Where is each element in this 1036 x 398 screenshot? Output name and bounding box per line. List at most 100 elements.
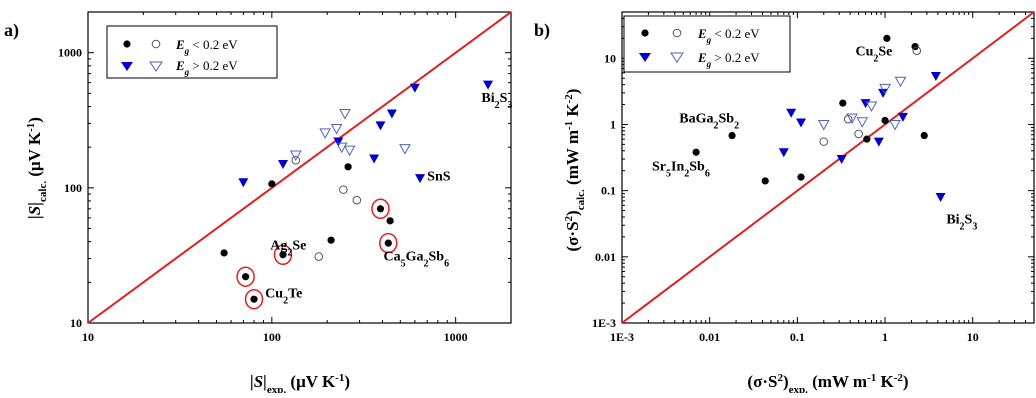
point-filled-triangle [930, 71, 941, 81]
legend-a-row-2: Eg > 0.2 eV [175, 58, 238, 77]
point-filled-circle [384, 239, 392, 247]
panel-b-identity-line [621, 11, 1035, 324]
compound-label: Ag2Se [270, 238, 306, 257]
panel-a-x-title-sup: -1 [335, 372, 344, 384]
panel-b-y-title-unit: (mW m [563, 130, 582, 189]
point-filled-triangle [795, 118, 806, 128]
legend-a-row-1-sub: g [184, 46, 190, 56]
panel-a-y-title-sup: -1 [25, 123, 37, 132]
point-filled-circle [863, 135, 871, 143]
point-filled-triangle [778, 148, 789, 158]
y-tick-label: 10 [70, 316, 82, 330]
point-open-triangle [894, 76, 907, 88]
point-filled-circle [692, 148, 700, 156]
legend-a-row-2-symbol: E [175, 58, 185, 73]
panel-b-x-title-sub: exp. [789, 384, 809, 393]
point-filled-triangle [277, 160, 288, 170]
point-filled-circle [883, 34, 891, 42]
point-filled-triangle [415, 174, 426, 184]
point-open-triangle [846, 113, 858, 125]
panel-b-y-title-sup: 2 [563, 215, 575, 221]
x-tick-label: 1E-3 [610, 330, 634, 344]
legend-b-row-2-sub: g [706, 59, 712, 69]
point-filled-triangle [333, 137, 344, 147]
panel-b-x-axis-title: (σ·S2)exp. (mW m-1 K-2) [747, 372, 908, 393]
point-filled-triangle [238, 178, 249, 188]
panel-b-y-title-sup2: -1 [563, 121, 575, 130]
point-filled-circle [881, 116, 889, 125]
point-open-triangle [335, 142, 348, 154]
panel-b-x-title-unit2: K [876, 372, 894, 391]
x-tick-label: 10 [967, 330, 979, 344]
legend-a-open-circle-marker [151, 39, 161, 49]
y-tick-label: 0.1 [601, 184, 616, 198]
x-tick-label: 0.01 [699, 330, 720, 344]
panel-b-x-title-unit: (mW m [808, 372, 867, 391]
compound-label: Cu2Te [265, 286, 302, 306]
panel-a-legend-box [106, 25, 278, 79]
identity-line [621, 11, 1035, 324]
point-filled-triangle [878, 88, 889, 98]
panel-b-points [692, 34, 946, 203]
legend-a-row-2-text: > 0.2 eV [189, 58, 238, 73]
panel-b-y-title-sup3: -2 [563, 94, 575, 104]
point-filled-circle [220, 249, 228, 257]
point-open-circle [314, 252, 324, 261]
point-open-triangle [330, 123, 343, 135]
panel-a-x-title-main: |S| [250, 372, 267, 391]
point-filled-triangle [935, 193, 946, 203]
point-open-triangle [817, 119, 830, 131]
panel-a-y-title-sub: calc. [37, 181, 49, 202]
panel-b-y-title-close2: ) [563, 89, 582, 95]
panel-a-highlight-rings [236, 198, 398, 310]
highlight-ring [371, 198, 390, 220]
point-open-triangle [339, 108, 351, 120]
panel-a-plot-frame [87, 11, 512, 324]
legend-b-row-1-sub: g [706, 35, 712, 45]
panel-a-y-axis-title: |S|calc. (μV K-1) [25, 117, 49, 219]
compound-label: Cu2Se [855, 45, 892, 65]
point-filled-circle [279, 251, 287, 259]
point-filled-triangle [409, 83, 420, 93]
point-filled-triangle [369, 154, 380, 164]
point-filled-triangle [786, 108, 797, 118]
panel-a-y-title-main: |S| [25, 202, 44, 219]
point-filled-circle [386, 217, 394, 225]
point-filled-circle [797, 173, 805, 181]
legend-b-filled-triangle-marker [639, 53, 651, 62]
point-open-triangle [399, 144, 411, 155]
point-open-circle [352, 195, 362, 205]
point-open-triangle [343, 145, 356, 157]
compound-label: Bi2S3 [946, 212, 977, 232]
y-tick-label: 0.01 [595, 250, 616, 264]
legend-a-filled-circle-marker [123, 40, 131, 48]
point-open-triangle [865, 101, 878, 113]
legend-a-filled-triangle-marker [121, 62, 133, 71]
y-tick-label: 10 [604, 51, 616, 65]
panel-b-x-title-sup: 2 [777, 372, 783, 384]
panel-a-x-title-close: ) [344, 372, 350, 391]
point-filled-circle [242, 273, 250, 281]
y-tick-label: 100 [64, 181, 82, 195]
point-filled-circle [376, 205, 385, 213]
point-filled-triangle [860, 99, 871, 109]
point-open-circle [339, 185, 348, 194]
point-filled-triangle [873, 137, 884, 147]
point-open-triangle [879, 83, 891, 95]
panel-a-y-title-unit: (μV K [25, 131, 44, 181]
legend-a-row-1-symbol: E [175, 37, 185, 52]
point-open-triangle [889, 119, 901, 131]
compound-label: SnS [427, 170, 451, 185]
highlight-ring [236, 266, 255, 287]
legend-b-row-2: Eg > 0.2 eV [697, 50, 760, 69]
y-tick-label: 1E-3 [592, 316, 616, 330]
point-filled-circle [327, 236, 335, 244]
legend-b-row-1-text: < 0.2 eV [711, 26, 760, 41]
panel-b-x-title-close: ) [783, 372, 789, 391]
point-filled-triangle [897, 112, 908, 122]
legend-b-open-triangle-marker [670, 52, 684, 63]
point-open-triangle [856, 117, 869, 128]
point-filled-circle [250, 295, 258, 303]
point-open-circle [854, 129, 863, 139]
point-filled-triangle [483, 80, 494, 90]
